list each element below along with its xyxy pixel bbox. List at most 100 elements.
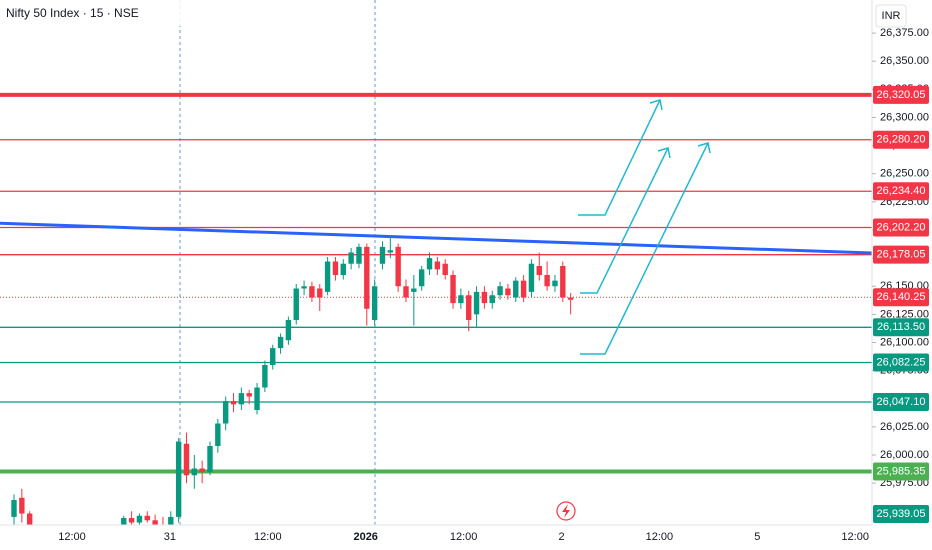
candle-body: [168, 516, 174, 532]
price-label-box: [873, 130, 929, 149]
candles: [11, 235, 574, 550]
currency[interactable]: INR: [882, 10, 901, 22]
candle-body: [332, 261, 339, 275]
candle-body: [199, 468, 205, 472]
y-tick-label: 26,000.00: [880, 449, 929, 461]
candle-body: [207, 446, 213, 472]
candle-body: [183, 443, 190, 476]
price-label: 26,280.20: [877, 134, 926, 146]
plot-area: [0, 0, 873, 525]
candle-body: [567, 297, 574, 300]
candle-body: [191, 468, 198, 476]
price-label-box: [873, 245, 929, 264]
candle-body: [411, 288, 417, 292]
price-label-box: [873, 353, 929, 372]
candle-body: [426, 258, 433, 270]
currency-button[interactable]: [875, 4, 907, 28]
price-label: 26,234.40: [877, 185, 926, 197]
price-label: 26,320.05: [877, 89, 926, 101]
candle-body: [175, 441, 182, 517]
arrow: [580, 147, 669, 294]
candle-body: [442, 263, 448, 275]
candle-body: [324, 261, 331, 292]
header-bg: [0, 0, 200, 26]
y-tick-label: 26,375.00: [880, 27, 929, 39]
y-tick-label: 26,250.00: [880, 168, 929, 180]
candle-body: [403, 286, 409, 298]
x-tick-label: 12:00: [450, 531, 478, 543]
x-tick-label: 2: [558, 531, 564, 543]
alert-icon[interactable]: [556, 501, 576, 521]
candle-body: [466, 295, 472, 320]
x-tick-label: 5: [754, 531, 760, 543]
price-label-box: [873, 288, 929, 307]
price-label: 26,082.25: [877, 356, 926, 368]
x-tick-label: 2026: [353, 531, 377, 543]
symbol-title[interactable]: Nifty 50 Index · 15 · NSE: [6, 6, 139, 20]
y-tick-label: 26,100.00: [880, 336, 929, 348]
price-label: 26,140.25: [877, 291, 926, 303]
arrow-head: [657, 147, 671, 159]
arrow: [580, 142, 709, 355]
candle-body: [11, 500, 17, 517]
y-tick-label: 26,125.00: [880, 308, 929, 320]
arrow-head: [649, 99, 663, 111]
y-tick-label: 26,025.00: [880, 421, 929, 433]
candle-body: [317, 288, 323, 298]
trendline: [0, 221, 873, 255]
candle-body: [450, 274, 456, 304]
candle-body: [128, 518, 135, 523]
projection-arrows: [578, 99, 711, 355]
candle-body: [340, 263, 346, 275]
candle-body: [136, 515, 143, 523]
candle-body: [277, 336, 284, 349]
price-label: 26,178.05: [877, 249, 926, 261]
price-label: 25,985.35: [877, 465, 926, 477]
candle-body: [301, 286, 307, 289]
price-label: 25,939.05: [877, 508, 926, 520]
candle-body: [395, 246, 401, 287]
candle-body: [246, 393, 252, 397]
alert-bolt: [562, 504, 570, 518]
candle-body: [536, 265, 542, 275]
price-label-box: [873, 393, 929, 412]
candle-body: [254, 387, 260, 411]
candle-body: [152, 520, 158, 525]
candle-body: [238, 393, 245, 405]
candle-body: [520, 280, 527, 298]
y-tick-label: 26,350.00: [880, 55, 929, 67]
price-label-box: [873, 462, 929, 481]
x-tick-label: 31: [164, 531, 176, 543]
y-tick-label: 26,300.00: [880, 111, 929, 123]
candle-body: [379, 246, 386, 264]
candle-body: [387, 250, 394, 253]
price-label-box: [873, 318, 929, 337]
candle-body: [262, 365, 268, 388]
x-tick-label: 12:00: [58, 531, 86, 543]
x-tick-label: 12:00: [646, 531, 674, 543]
candle-body: [371, 286, 378, 320]
candle-body: [473, 291, 480, 315]
candle-body: [489, 295, 495, 304]
price-label: 26,113.50: [877, 321, 925, 333]
candle-body: [434, 261, 441, 270]
candle-body: [560, 265, 566, 298]
arrow-head: [697, 142, 711, 154]
candle-body: [552, 280, 558, 287]
candle-body: [293, 288, 299, 320]
candle-body: [348, 252, 354, 264]
candle-body: [285, 319, 292, 341]
x-tick-label: 12:00: [254, 531, 282, 543]
candle-body: [418, 269, 425, 287]
candle-body: [458, 295, 464, 304]
price-label-box: [873, 85, 929, 104]
candle-body: [222, 401, 229, 424]
candle-body: [528, 263, 535, 292]
candle-body: [364, 246, 370, 309]
candle-body: [497, 286, 503, 296]
price-label: 26,047.10: [877, 396, 926, 408]
price-label-box: [873, 182, 929, 201]
candle-body: [309, 286, 315, 298]
price-label: 26,202.20: [877, 221, 926, 233]
